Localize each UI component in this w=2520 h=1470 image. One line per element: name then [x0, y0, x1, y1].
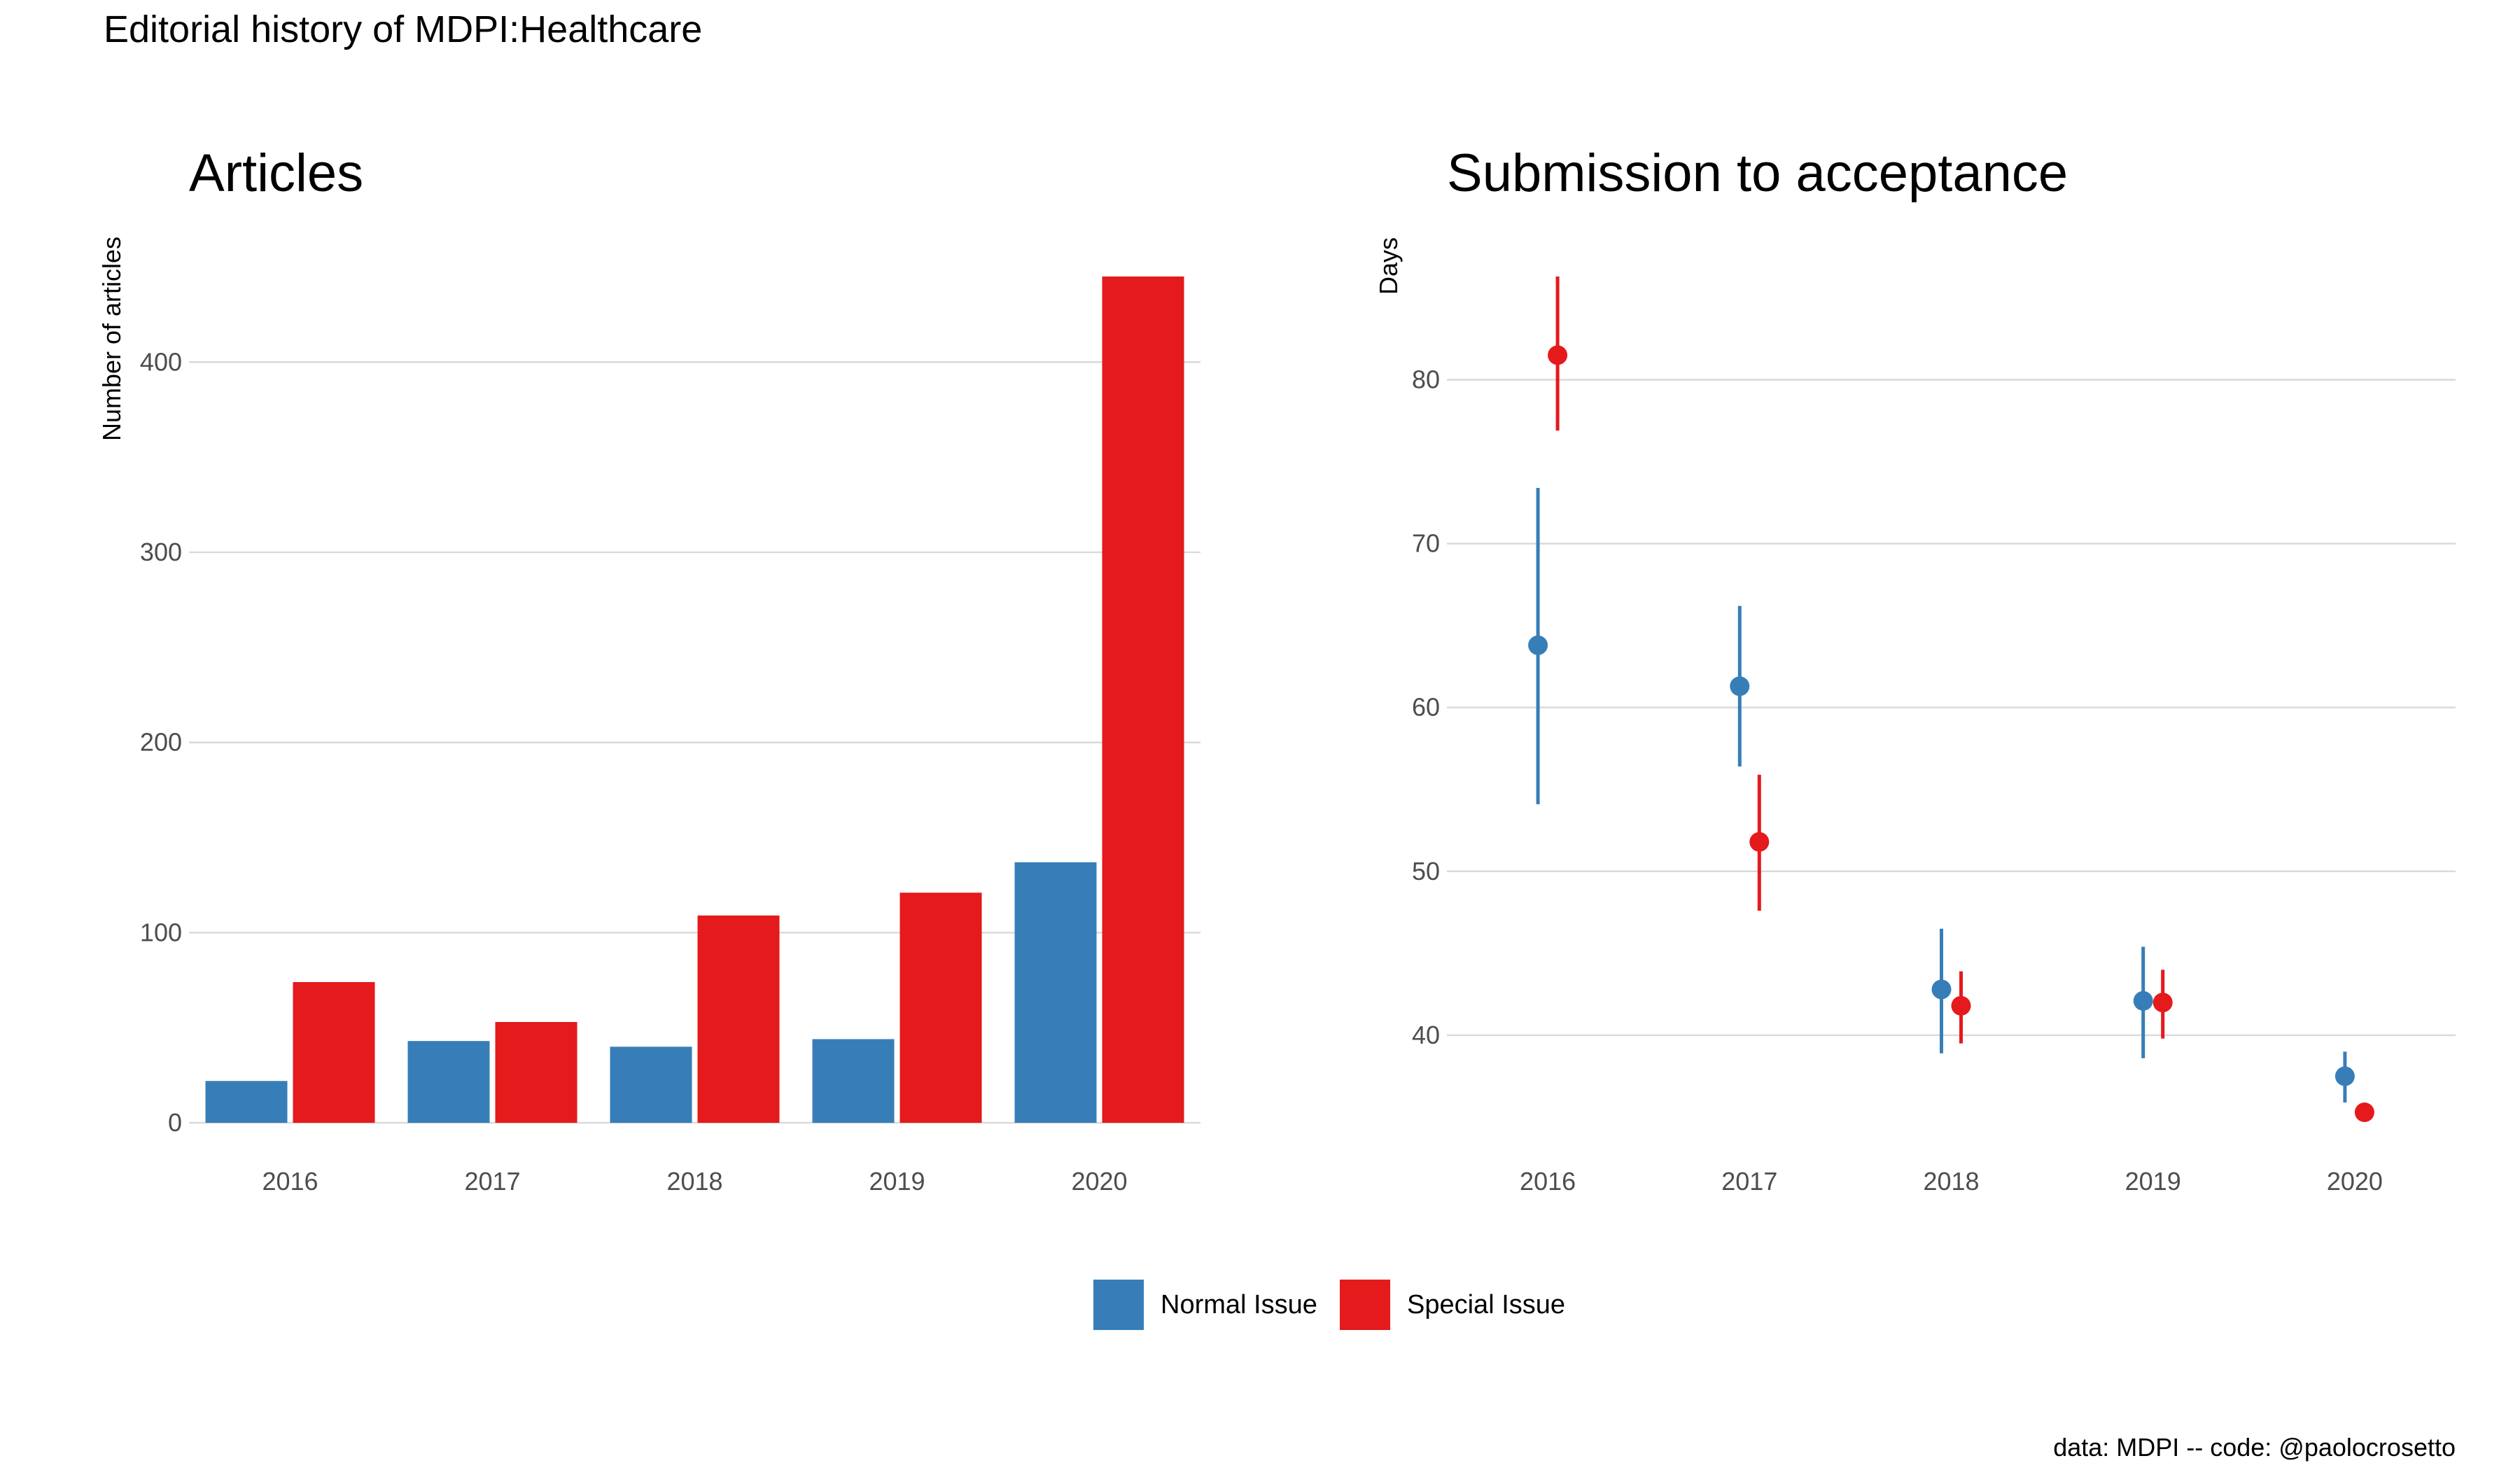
articles-y-tick-label: 400	[140, 347, 182, 376]
acceptance-y-tick-label: 80	[1412, 365, 1440, 393]
acceptance-x-tick-label: 2016	[1520, 1167, 1576, 1196]
figure-title: Editorial history of MDPI:Healthcare	[104, 8, 702, 50]
point-normal-2016	[1528, 635, 1548, 655]
articles-y-axis-label: Number of articles	[97, 237, 126, 441]
acceptance-x-tick-label: 2018	[1923, 1167, 1979, 1196]
bar-special-2020	[1102, 276, 1184, 1123]
point-special-2016	[1548, 345, 1568, 365]
bar-normal-2017	[407, 1041, 490, 1123]
articles-x-ticks: 2016 2017 2018 2019 2020	[262, 1167, 1127, 1196]
bar-normal-2018	[610, 1046, 692, 1123]
bar-special-2016	[293, 981, 375, 1123]
point-normal-2018	[1931, 979, 1952, 1000]
legend: Normal Issue Special Issue	[1093, 1280, 1565, 1330]
acceptance-y-tick-label: 40	[1412, 1021, 1440, 1049]
acceptance-panel-title: Submission to acceptance	[1447, 144, 2068, 203]
point-special-2020	[2354, 1102, 2374, 1122]
articles-y-tick-label: 300	[140, 538, 182, 566]
articles-panel-title: Articles	[189, 144, 363, 203]
acceptance-gridlines	[1447, 379, 2456, 1037]
acceptance-x-ticks: 2016 2017 2018 2019 2020	[1520, 1167, 2383, 1196]
acceptance-points	[1528, 276, 2374, 1122]
articles-x-tick-label: 2018	[666, 1167, 722, 1196]
articles-x-tick-label: 2016	[262, 1167, 318, 1196]
point-special-2017	[1749, 832, 1770, 852]
acceptance-x-tick-label: 2020	[2327, 1167, 2383, 1196]
point-special-2018	[1951, 995, 1971, 1016]
acceptance-y-tick-label: 50	[1412, 857, 1440, 886]
acceptance-panel: Submission to acceptance Days 40 50 60 70 80…	[1374, 144, 2456, 1196]
bar-special-2018	[697, 915, 780, 1123]
bar-special-2017	[495, 1022, 578, 1123]
articles-x-tick-label: 2017	[464, 1167, 520, 1196]
bar-special-2019	[899, 892, 982, 1123]
legend-label-normal-issue: Normal Issue	[1161, 1290, 1317, 1320]
acceptance-y-axis-label: Days	[1374, 237, 1403, 295]
point-normal-2019	[2133, 990, 2153, 1011]
acceptance-x-tick-label: 2019	[2125, 1167, 2181, 1196]
bar-normal-2020	[1014, 862, 1097, 1123]
point-normal-2020	[2334, 1066, 2355, 1086]
bar-normal-2016	[205, 1081, 288, 1123]
acceptance-y-tick-label: 60	[1412, 693, 1440, 722]
legend-swatch-special-issue	[1340, 1280, 1390, 1330]
articles-panel: Articles Number of articles 0 100 200 300 40…	[97, 144, 1200, 1196]
legend-label-special-issue: Special Issue	[1407, 1290, 1565, 1320]
articles-y-tick-label: 200	[140, 728, 182, 757]
articles-bars	[205, 276, 1184, 1123]
acceptance-y-ticks: 40 50 60 70 80	[1412, 365, 1440, 1049]
point-normal-2017	[1730, 676, 1750, 696]
articles-x-tick-label: 2020	[1071, 1167, 1127, 1196]
bar-normal-2019	[812, 1039, 895, 1123]
articles-y-tick-label: 100	[140, 918, 182, 946]
articles-y-ticks: 0 100 200 300 400	[140, 347, 182, 1137]
acceptance-x-tick-label: 2017	[1721, 1167, 1777, 1196]
caption: data: MDPI -- code: @paolocrosetto	[2053, 1433, 2456, 1462]
articles-y-tick-label: 0	[168, 1108, 182, 1137]
articles-x-tick-label: 2019	[869, 1167, 925, 1196]
legend-swatch-normal-issue	[1093, 1280, 1144, 1330]
point-special-2019	[2152, 993, 2173, 1013]
acceptance-y-tick-label: 70	[1412, 529, 1440, 558]
